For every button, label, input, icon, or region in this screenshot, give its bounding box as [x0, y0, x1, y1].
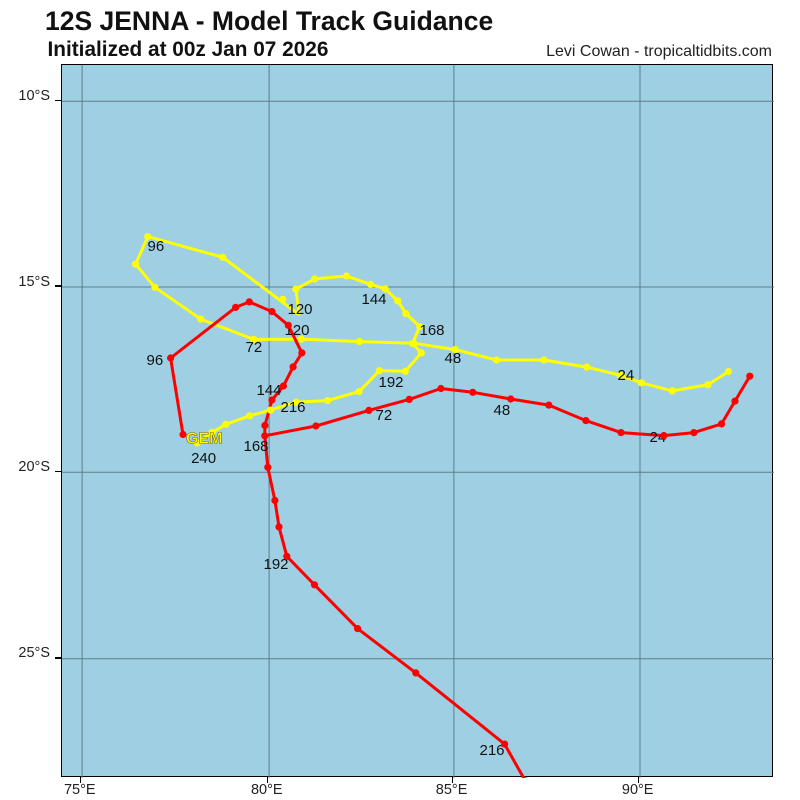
svg-text:72: 72: [245, 339, 262, 356]
svg-text:168: 168: [243, 438, 268, 455]
svg-text:216: 216: [479, 742, 504, 759]
svg-text:192: 192: [378, 374, 403, 391]
svg-text:GEM: GEM: [186, 431, 222, 448]
svg-text:144: 144: [361, 291, 386, 308]
svg-text:48: 48: [444, 350, 461, 367]
svg-text:144: 144: [256, 382, 281, 399]
svg-text:168: 168: [419, 322, 444, 339]
svg-text:48: 48: [493, 402, 510, 419]
svg-text:24: 24: [617, 367, 634, 384]
svg-text:120: 120: [287, 301, 312, 318]
svg-text:216: 216: [280, 399, 305, 416]
svg-text:96: 96: [146, 352, 163, 369]
svg-text:72: 72: [375, 407, 392, 424]
svg-text:96: 96: [147, 238, 164, 255]
svg-text:240: 240: [191, 450, 216, 467]
